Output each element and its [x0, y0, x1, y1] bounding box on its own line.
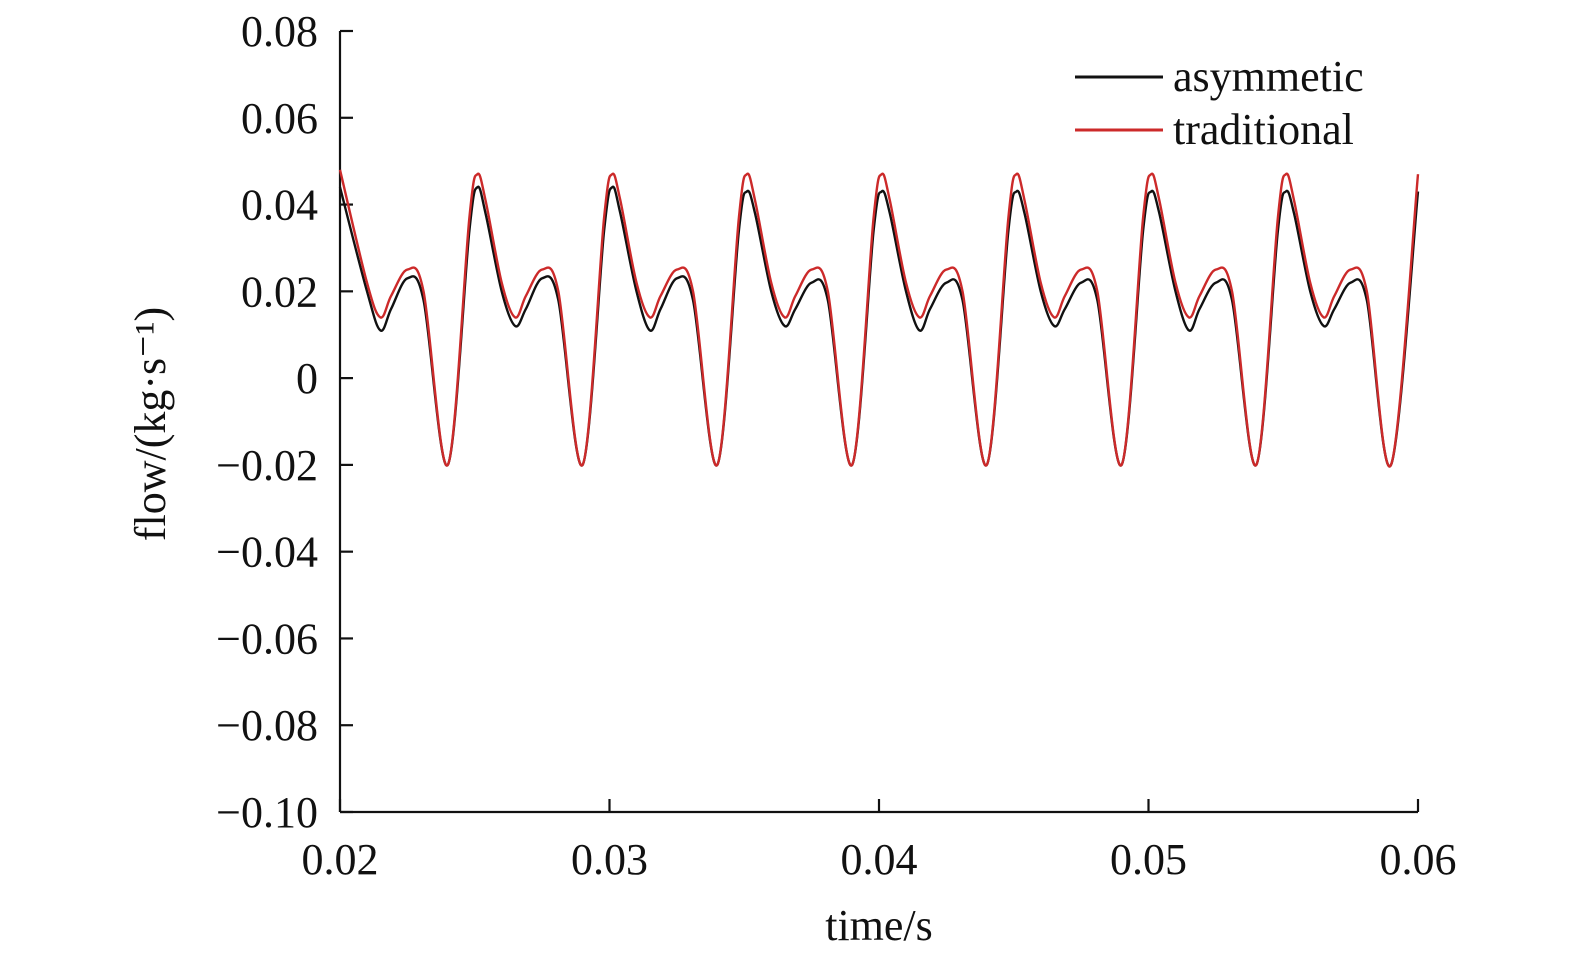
y-tick-label: 0.08 [241, 7, 318, 56]
y-tick-label: −0.08 [216, 701, 318, 750]
y-tick-label: −0.02 [216, 441, 318, 490]
x-tick-label: 0.04 [841, 835, 918, 884]
x-tick-label: 0.03 [571, 835, 648, 884]
y-tick-label: 0.06 [241, 94, 318, 143]
y-tick-label: −0.04 [216, 528, 318, 577]
y-axis-title: flow/(kg·s⁻¹) [126, 307, 175, 541]
y-tick-label: 0.02 [241, 267, 318, 316]
y-tick-label: −0.10 [216, 788, 318, 837]
y-tick-label: 0 [296, 354, 318, 403]
series-line-traditional [338, 169, 1420, 468]
plot-area: 0.08 0.06 0.04 0.02 0 −0.02 −0.04 −0.06 −0.08 −0.… [216, 7, 1456, 884]
x-tick-label: 0.06 [1380, 835, 1457, 884]
series-line-asymmetic [338, 185, 1420, 468]
legend-label-asymmetic: asymmetic [1173, 52, 1364, 101]
x-axis-title: time/s [825, 901, 933, 950]
y-tick-label: −0.06 [216, 614, 318, 663]
x-tick-label: 0.05 [1110, 835, 1187, 884]
legend-label-traditional: traditional [1173, 105, 1354, 154]
y-tick-label: 0.04 [241, 181, 318, 230]
x-tick-label: 0.02 [302, 835, 379, 884]
